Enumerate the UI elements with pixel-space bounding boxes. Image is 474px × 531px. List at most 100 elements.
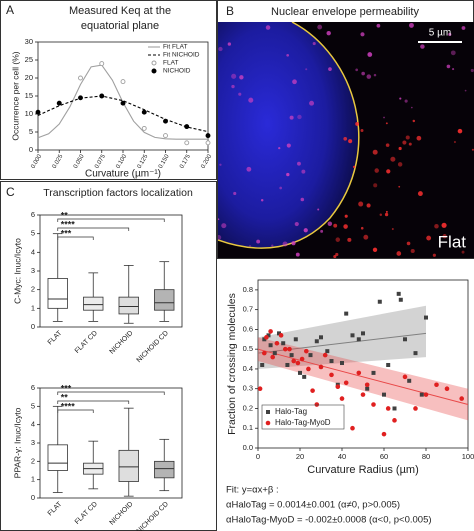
data-point: [274, 340, 280, 346]
spot: [379, 213, 383, 216]
y-tick-label: 0.6: [243, 324, 253, 333]
spot: [238, 92, 242, 96]
nuclear-outline: [218, 22, 360, 249]
annotation: Fit: y=αx+β :: [226, 485, 279, 496]
spot: [297, 161, 301, 166]
significance-label: ***: [61, 228, 72, 238]
spot: [343, 224, 348, 229]
spot: [402, 140, 407, 145]
spot: [246, 166, 252, 172]
data-point: [205, 133, 211, 139]
x-tick-label: FLAT: [47, 500, 64, 517]
data-point: [99, 61, 105, 67]
spot: [417, 191, 423, 197]
data-point: [386, 362, 391, 367]
legend-swatch: [151, 60, 157, 66]
x-tick-label: 0.125: [137, 153, 150, 170]
box: [154, 289, 175, 311]
spot: [452, 68, 455, 71]
data-point: [277, 331, 281, 336]
spot: [278, 147, 281, 150]
spot: [355, 122, 360, 126]
data-point: [257, 386, 263, 392]
data-point: [298, 370, 302, 375]
data-point: [382, 392, 386, 397]
scale-bar-label: 5 µm: [429, 28, 451, 39]
data-point: [120, 100, 126, 106]
data-point: [319, 335, 323, 340]
spot: [442, 234, 447, 239]
y-tick-label: 0.8: [243, 285, 253, 294]
y-tick-label: 6: [31, 383, 35, 392]
data-point: [340, 361, 344, 366]
plot-frame: [257, 279, 469, 449]
data-point: [377, 299, 382, 304]
data-point: [339, 396, 345, 401]
data-point: [268, 343, 273, 348]
data-point: [361, 331, 365, 336]
y-tick-label: 4: [31, 420, 35, 429]
spot: [227, 42, 232, 46]
spot: [219, 163, 222, 166]
spot: [249, 244, 251, 247]
x-tick-label: FLAT: [47, 329, 64, 346]
panel-frame: [0, 0, 217, 180]
spot: [265, 25, 271, 30]
x-tick-label: 0.200: [200, 153, 213, 170]
spot: [390, 156, 396, 162]
x-tick-label: NICHOID CD: [136, 330, 170, 364]
spot: [271, 244, 274, 247]
y-tick-label: 1: [31, 303, 35, 312]
spot: [333, 223, 338, 228]
data-point: [365, 386, 370, 391]
data-point: [314, 402, 320, 407]
data-point: [398, 297, 403, 302]
spot: [291, 241, 296, 246]
data-point: [260, 362, 265, 367]
spot: [385, 143, 390, 147]
data-point: [281, 341, 286, 346]
x-tick-label: FLAT CD: [74, 501, 99, 526]
spot: [373, 73, 377, 77]
significance-bracket: [57, 227, 130, 231]
spot: [412, 119, 416, 123]
data-point: [293, 337, 298, 342]
data-point: [413, 406, 418, 411]
spot: [260, 199, 264, 202]
spot: [464, 89, 467, 92]
y-tick-label: 1: [31, 475, 35, 484]
spot: [361, 71, 365, 76]
spot: [333, 255, 337, 258]
significance-bracket: [57, 409, 94, 413]
significance-label: **: [61, 392, 69, 402]
spot: [470, 68, 474, 73]
spot: [347, 237, 352, 242]
box: [47, 444, 68, 471]
y-tick-label: 0.0: [243, 443, 253, 452]
x-tick-label: 0.100: [115, 153, 128, 170]
spot: [305, 68, 308, 71]
data-point: [272, 351, 277, 356]
data-point: [299, 356, 305, 362]
data-point: [262, 350, 267, 356]
spot: [286, 172, 290, 177]
x-tick-label: 100: [462, 452, 474, 461]
spot: [328, 67, 332, 71]
significance-bracket: [57, 400, 130, 404]
x-tick-label: 0.150: [158, 153, 171, 170]
y-tick-label: 0: [31, 493, 35, 502]
data-point: [402, 374, 408, 380]
y-axis-label: Fraction of crossing molecules: [226, 293, 238, 435]
spot: [301, 169, 306, 174]
data-point: [35, 109, 41, 115]
y-tick-label: 0.5: [243, 344, 253, 353]
y-tick-label: 0.1: [243, 423, 253, 432]
panel-letter: B: [226, 4, 234, 18]
legend-swatch: [151, 68, 157, 74]
data-point: [329, 359, 334, 364]
data-point: [163, 133, 168, 139]
spot: [248, 97, 254, 103]
data-point: [392, 406, 397, 411]
data-point: [392, 418, 397, 423]
x-tick-label: 0.025: [52, 153, 65, 170]
